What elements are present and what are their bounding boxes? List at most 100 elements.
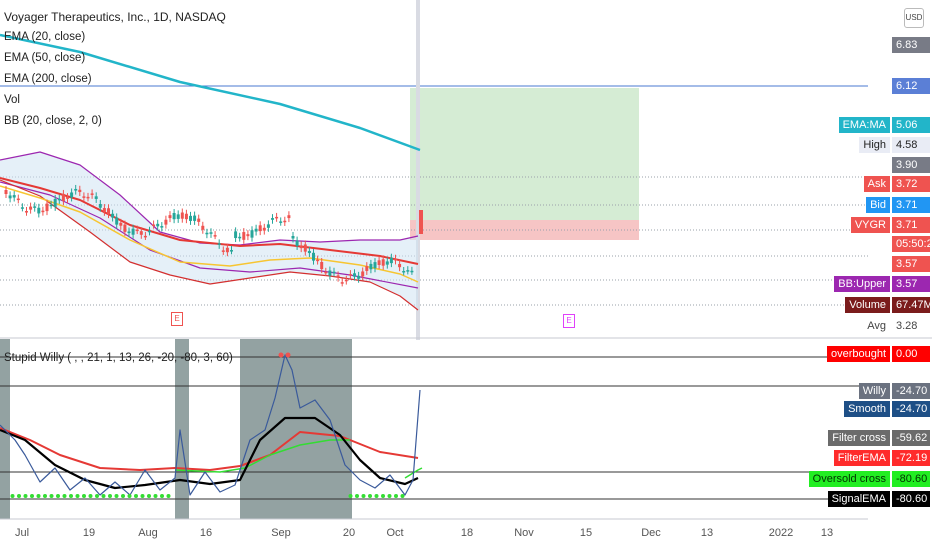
candle-body xyxy=(275,216,279,219)
candle-body xyxy=(336,275,340,278)
candle-body xyxy=(156,223,160,227)
price-top-value: 6.83 xyxy=(892,37,930,53)
legend-vol[interactable]: Vol xyxy=(4,94,20,106)
candle-body xyxy=(307,250,311,254)
candle-body xyxy=(33,206,37,208)
candle-body xyxy=(389,257,393,264)
time-tick: Aug xyxy=(138,527,158,539)
candle-body xyxy=(12,195,16,198)
oversold-dot xyxy=(36,494,41,498)
candle-body xyxy=(193,215,197,221)
time-tick: 13 xyxy=(700,527,714,539)
overbought-label: overbought xyxy=(826,346,890,362)
oversold-dot xyxy=(108,494,112,498)
candle-body xyxy=(115,217,119,225)
candle-body xyxy=(348,274,352,276)
signal-ema-label: SignalEMA xyxy=(827,491,890,507)
oversold-cross-value: -80.60 xyxy=(892,471,930,487)
smooth-line xyxy=(0,416,419,490)
ema-ma-label: EMA:MA xyxy=(838,117,890,133)
ask-label: Ask xyxy=(863,176,890,192)
candle-body xyxy=(180,212,184,219)
candle-body xyxy=(353,273,356,277)
candle-body xyxy=(160,226,164,228)
high-label: High xyxy=(859,137,890,153)
candle-body xyxy=(230,250,233,252)
earnings-marker-upcoming[interactable]: E xyxy=(563,314,575,328)
candle-body xyxy=(238,236,242,239)
candle-body xyxy=(49,204,53,207)
oversold-dot xyxy=(140,494,145,498)
bid-value: 3.71 xyxy=(892,197,930,213)
candle-body xyxy=(57,198,61,201)
time-tick: Sep xyxy=(271,527,291,539)
candle-body xyxy=(213,235,217,237)
candle-body xyxy=(328,270,332,276)
lower-pane-title[interactable]: Stupid Willy ( , , 21, 1, 13, 26, -20, -… xyxy=(4,352,233,364)
time-tick: Nov xyxy=(514,527,534,539)
candle-body xyxy=(279,221,283,223)
candle-body xyxy=(225,247,229,253)
time-tick: 18 xyxy=(460,527,474,539)
candle-body xyxy=(262,227,266,231)
oversold-dot xyxy=(75,494,80,498)
ask-value: 3.72 xyxy=(892,176,930,192)
oversold-dot xyxy=(82,494,86,498)
candle-body xyxy=(406,270,410,272)
time-tick: 15 xyxy=(579,527,593,539)
candle-body xyxy=(365,266,369,271)
oversold-dot xyxy=(381,494,385,498)
time-tick: 13 xyxy=(820,527,834,539)
candle-body xyxy=(70,192,74,198)
earnings-marker[interactable]: E xyxy=(171,312,183,326)
candle-body xyxy=(74,188,78,191)
avg-label: Avg xyxy=(863,318,890,334)
candle-body xyxy=(209,232,213,234)
filter-cross-label: Filter cross xyxy=(828,430,890,446)
level-390-value: 3.90 xyxy=(892,157,930,173)
legend-ema200[interactable]: EMA (200, close) xyxy=(4,73,92,85)
candle-body xyxy=(234,231,238,239)
ema200-line xyxy=(0,33,421,152)
willy-label: Willy xyxy=(858,383,890,399)
time-tick: Jul xyxy=(14,527,30,539)
willy-line xyxy=(0,354,421,496)
candle-body xyxy=(201,225,205,230)
signal-line xyxy=(174,439,350,473)
legend-ema20[interactable]: EMA (20, close) xyxy=(4,31,86,43)
candle-body xyxy=(266,224,270,228)
candle-body xyxy=(82,196,86,198)
candle-body xyxy=(283,220,287,223)
filter-ema-value: -72.19 xyxy=(892,450,930,466)
candle-body xyxy=(107,208,110,215)
candle-body xyxy=(16,198,20,201)
candle-body xyxy=(197,218,201,222)
avg-value: 3.28 xyxy=(892,318,930,334)
candle-body xyxy=(29,206,33,210)
high-value: 4.58 xyxy=(892,137,930,153)
candle-body xyxy=(254,228,258,232)
candle-body xyxy=(381,259,385,266)
oversold-dot xyxy=(400,494,405,498)
chart-title: Voyager Therapeutics, Inc., 1D, NASDAQ xyxy=(4,10,226,24)
candle-body xyxy=(221,250,225,252)
currency-button[interactable]: USD xyxy=(904,8,924,28)
legend-ema50[interactable]: EMA (50, close) xyxy=(4,52,86,64)
candle-body xyxy=(25,211,28,213)
candle-body xyxy=(172,213,176,220)
oversold-dot xyxy=(355,494,359,498)
overbought-value: 0.00 xyxy=(892,346,930,362)
candle-body xyxy=(66,197,69,199)
oversold-dot xyxy=(95,494,99,498)
target-zone xyxy=(410,88,639,220)
signal-line-tail xyxy=(404,467,423,479)
candle-body xyxy=(139,231,143,235)
candle-body xyxy=(287,215,291,219)
candle-body xyxy=(320,261,324,270)
candle-body xyxy=(340,282,344,284)
candle-body xyxy=(357,275,361,279)
smooth-label: Smooth xyxy=(844,401,890,417)
legend-bb[interactable]: BB (20, close, 2, 0) xyxy=(4,115,102,127)
oversold-dot xyxy=(166,494,171,498)
